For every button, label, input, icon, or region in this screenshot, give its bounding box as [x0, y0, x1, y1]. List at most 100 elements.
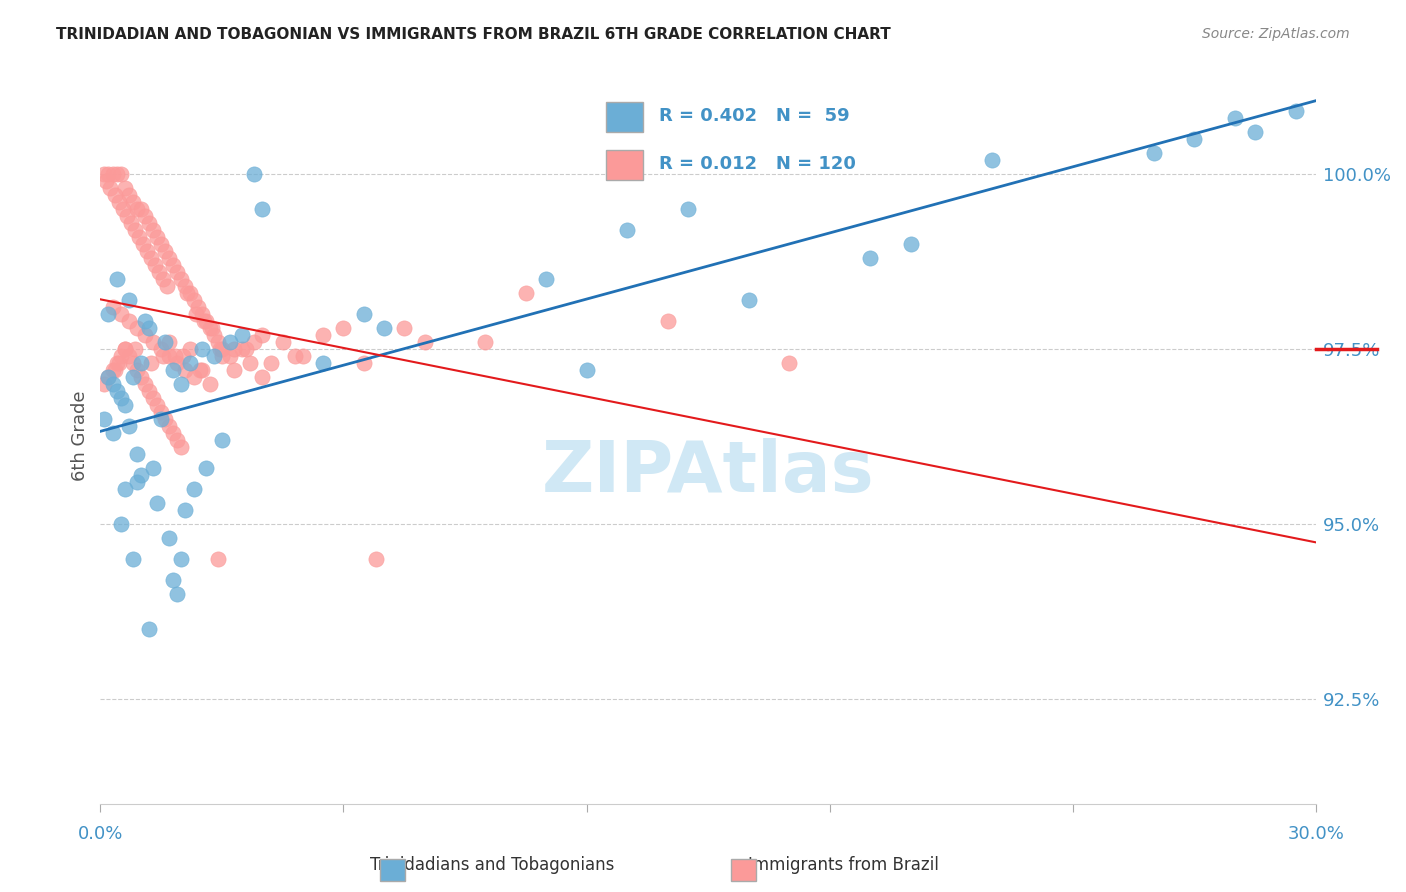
Point: [125, 475, 148, 489]
Point: [170, 551, 193, 566]
Point: [105, 355, 128, 369]
Point: [97, 369, 120, 384]
Point: [162, 258, 184, 272]
FancyBboxPatch shape: [606, 150, 643, 180]
Point: [179, 342, 201, 356]
Point: [110, 307, 132, 321]
Point: [101, 362, 124, 376]
Point: [243, 167, 266, 181]
Point: [184, 307, 207, 321]
Point: [101, 376, 124, 391]
Point: [183, 293, 205, 307]
Point: [170, 376, 193, 391]
Point: [105, 167, 128, 181]
Point: [222, 362, 245, 376]
Point: [291, 349, 314, 363]
Point: [353, 355, 375, 369]
Point: [162, 425, 184, 440]
Point: [101, 167, 124, 181]
Point: [134, 313, 156, 327]
Point: [132, 236, 155, 251]
Point: [252, 369, 274, 384]
Point: [124, 222, 146, 236]
Point: [252, 202, 274, 216]
Point: [162, 573, 184, 587]
Point: [125, 362, 148, 376]
Point: [364, 551, 387, 566]
Point: [121, 369, 143, 384]
Text: TRINIDADIAN AND TOBAGONIAN VS IMMIGRANTS FROM BRAZIL 6TH GRADE CORRELATION CHART: TRINIDADIAN AND TOBAGONIAN VS IMMIGRANTS…: [56, 27, 891, 42]
Point: [616, 222, 638, 236]
Point: [207, 551, 229, 566]
Point: [114, 398, 136, 412]
Point: [152, 271, 174, 285]
Point: [170, 440, 193, 454]
Point: [93, 411, 115, 425]
Point: [103, 187, 125, 202]
Point: [129, 467, 152, 482]
Point: [157, 334, 180, 349]
Point: [146, 398, 169, 412]
Point: [157, 531, 180, 545]
Point: [222, 342, 245, 356]
Point: [657, 313, 679, 327]
Point: [138, 320, 160, 334]
Point: [103, 362, 125, 376]
Point: [157, 418, 180, 433]
Point: [105, 384, 128, 398]
Point: [107, 194, 129, 209]
Point: [174, 502, 197, 516]
Text: ZIPAtlas: ZIPAtlas: [541, 438, 875, 508]
Point: [1223, 111, 1246, 125]
Point: [121, 551, 143, 566]
Point: [176, 285, 198, 300]
Point: [111, 202, 134, 216]
Point: [259, 355, 281, 369]
Point: [243, 334, 266, 349]
Point: [183, 482, 205, 496]
Point: [110, 391, 132, 405]
Text: Immigrants from Brazil: Immigrants from Brazil: [748, 856, 939, 874]
Point: [114, 482, 136, 496]
Point: [129, 355, 152, 369]
Point: [150, 411, 173, 425]
Point: [118, 418, 141, 433]
Point: [150, 404, 173, 418]
Point: [107, 355, 129, 369]
Point: [96, 173, 118, 187]
Point: [332, 320, 354, 334]
Point: [187, 300, 209, 314]
Point: [153, 244, 176, 258]
Point: [150, 236, 173, 251]
Point: [201, 320, 224, 334]
Point: [166, 587, 188, 601]
Point: [190, 307, 212, 321]
Point: [142, 460, 165, 475]
Point: [219, 334, 242, 349]
Point: [193, 313, 215, 327]
Point: [271, 334, 294, 349]
Point: [188, 362, 211, 376]
Point: [778, 355, 800, 369]
Point: [239, 355, 262, 369]
Point: [146, 495, 169, 509]
Point: [534, 271, 557, 285]
Point: [110, 516, 132, 531]
Point: [980, 153, 1002, 167]
Point: [118, 293, 141, 307]
Point: [114, 180, 136, 194]
Point: [190, 362, 212, 376]
Point: [156, 278, 179, 293]
Point: [93, 376, 115, 391]
Point: [134, 209, 156, 223]
Point: [114, 342, 136, 356]
Point: [114, 342, 136, 356]
Point: [146, 229, 169, 244]
Point: [235, 342, 257, 356]
Point: [394, 320, 416, 334]
Point: [115, 209, 138, 223]
Text: R = 0.402   N =  59: R = 0.402 N = 59: [658, 107, 849, 125]
Point: [219, 349, 242, 363]
Point: [198, 320, 221, 334]
Point: [100, 180, 122, 194]
